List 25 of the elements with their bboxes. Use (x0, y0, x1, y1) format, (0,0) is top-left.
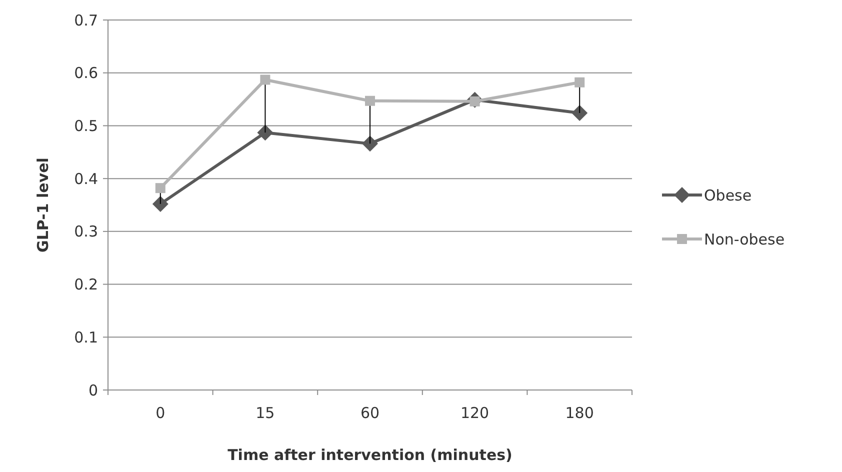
y-tick-label: 0.2 (74, 276, 98, 294)
point (572, 105, 588, 122)
y-tick-label: 0.5 (74, 116, 98, 135)
x-tick-label: 0 (156, 404, 166, 422)
x-axis-title: Time after intervention (minutes) (228, 446, 512, 464)
y-axis-title: GLP-1 level (34, 158, 52, 252)
point (152, 196, 168, 212)
y-tick-label: 0.1 (74, 328, 98, 346)
x-tick-label: 15 (256, 404, 275, 422)
point (365, 96, 375, 106)
point (362, 136, 378, 152)
point (257, 124, 274, 141)
point (155, 183, 166, 194)
y-tick-label: 0 (88, 381, 98, 400)
legend-label: Obese (704, 186, 752, 204)
point (260, 74, 270, 85)
y-tick-label: 0.4 (74, 170, 98, 188)
x-tick-label: 60 (360, 404, 380, 422)
x-tick-label: 180 (565, 404, 594, 422)
y-tick-label: 0.6 (74, 64, 98, 82)
legend-label: Non-obese (704, 230, 785, 248)
point (574, 77, 585, 88)
y-tick-label: 0.3 (74, 222, 98, 241)
x-tick-label: 120 (460, 404, 490, 422)
y-tick-label: 0.7 (74, 11, 98, 30)
